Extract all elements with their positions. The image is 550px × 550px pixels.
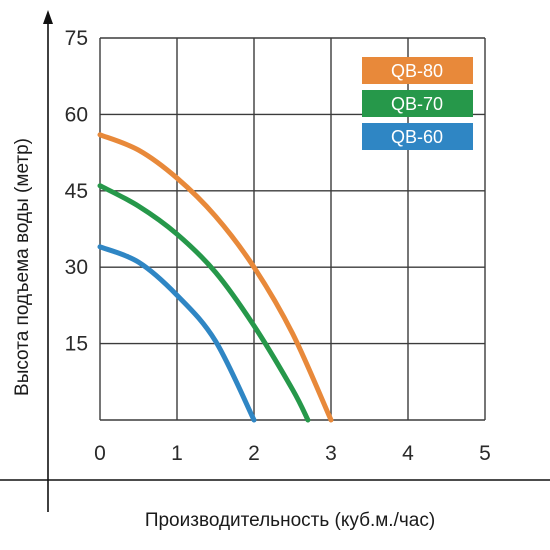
- x-tick-label: 5: [479, 442, 491, 465]
- legend-label-qb-70: QB-70: [391, 94, 443, 114]
- y-tick-label: 15: [65, 333, 88, 356]
- axes: [0, 10, 550, 512]
- series-line-qb-80: [97, 132, 334, 423]
- y-axis-title: Высота подъема воды (метр): [12, 138, 33, 396]
- legend-label-qb-60: QB-60: [391, 127, 443, 147]
- x-tick-label: 2: [248, 442, 260, 465]
- series-lines: [97, 132, 334, 423]
- x-tick-label: 1: [171, 442, 183, 465]
- y-axis-arrow: [43, 10, 53, 24]
- legend-swatch-qb-80: [362, 57, 473, 84]
- y-tick-label: 75: [65, 27, 88, 50]
- y-tick-label: 45: [65, 180, 88, 203]
- grid: [99, 37, 486, 421]
- x-axis-title: Производительность (куб.м./час): [145, 510, 435, 531]
- x-tick-label: 3: [325, 442, 337, 465]
- y-tick-label: 60: [65, 103, 88, 126]
- legend-label-qb-80: QB-80: [391, 61, 443, 81]
- legend-swatch-qb-70: [362, 90, 473, 117]
- y-tick-label: 30: [65, 256, 88, 279]
- legend: QB-80 QB-70 QB-60: [362, 57, 473, 150]
- legend-swatch-qb-60: [362, 123, 473, 150]
- series-line-qb-60: [97, 244, 257, 423]
- series-line-qb-70: [97, 183, 311, 423]
- x-tick-label: 4: [402, 442, 414, 465]
- x-tick-label: 0: [94, 442, 106, 465]
